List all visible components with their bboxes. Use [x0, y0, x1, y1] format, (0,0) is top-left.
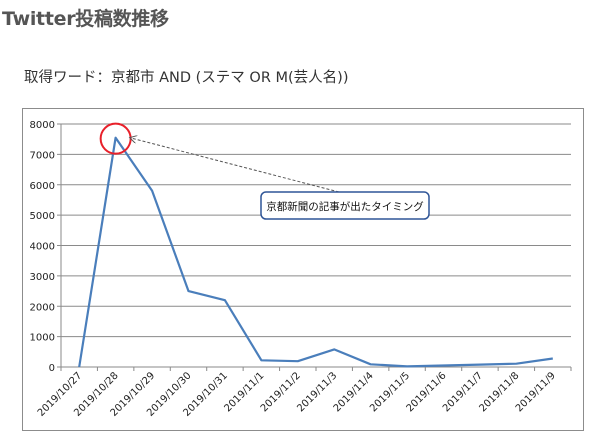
y-tick-label: 6000 — [30, 181, 55, 192]
line-chart: 0 1000 2000 3000 4000 5000 6000 7000 8000 2019/1… — [30, 120, 572, 419]
y-tick-label: 0 — [49, 363, 55, 374]
series-line — [78, 136, 553, 368]
query-label: 取得ワード： — [24, 70, 111, 86]
y-tick-label: 5000 — [30, 211, 55, 222]
y-tick-label: 7000 — [30, 150, 55, 161]
x-tick-label: 2019/11/9 — [514, 370, 558, 414]
annotation-box — [260, 191, 430, 220]
y-tick-label: 3000 — [30, 272, 55, 283]
annotation-text: 京都新聞の記事が出たタイミング — [266, 200, 424, 213]
y-tick-label: 8000 — [30, 120, 55, 131]
page-title: Twitter投稿数推移 — [2, 8, 169, 30]
y-tick-label: 4000 — [30, 242, 55, 253]
chart-container: 0 1000 2000 3000 4000 5000 6000 7000 8000 2019/1… — [22, 108, 584, 431]
query-value: 京都市 AND (ステマ OR M(芸人名)) — [111, 70, 349, 86]
y-tick-label: 2000 — [30, 302, 55, 313]
query-line: 取得ワード：京都市 AND (ステマ OR M(芸人名)) — [24, 66, 349, 87]
annotation-arrow — [130, 138, 340, 193]
y-tick-label: 1000 — [30, 333, 55, 344]
